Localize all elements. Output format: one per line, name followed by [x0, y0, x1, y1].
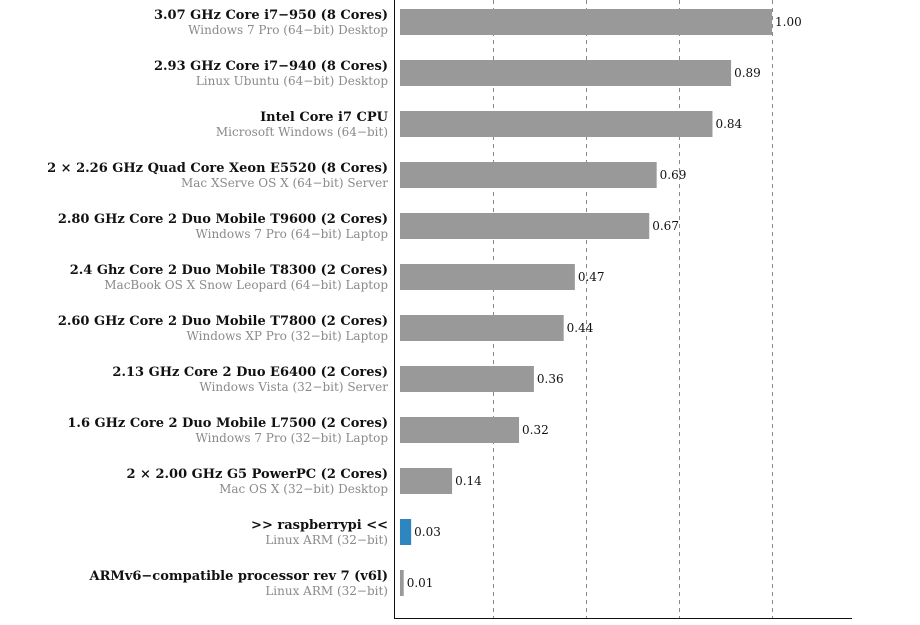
category-name-1: 2.93 GHz Core i7−940 (8 Cores) [154, 59, 388, 74]
value-label-4: 0.67 [652, 219, 679, 233]
value-label-10: 0.03 [414, 525, 441, 539]
value-label-5: 0.47 [578, 270, 605, 284]
bar-11 [400, 570, 404, 596]
bar-7 [400, 366, 534, 392]
axes [394, 0, 852, 619]
grid-lines [493, 0, 773, 618]
category-name-5: 2.4 Ghz Core 2 Duo Mobile T8300 (2 Cores… [70, 263, 388, 278]
bar-10 [400, 519, 412, 545]
value-label-9: 0.14 [455, 474, 482, 488]
bar-6 [400, 315, 564, 341]
category-subtitle-5: MacBook OS X Snow Leopard (64−bit) Lapto… [104, 278, 388, 292]
category-subtitle-3: Mac XServe OS X (64−bit) Server [181, 176, 388, 190]
category-name-10: >> raspberrypi << [251, 518, 388, 533]
bar-0 [400, 9, 772, 35]
category-name-7: 2.13 GHz Core 2 Duo E6400 (2 Cores) [112, 365, 388, 380]
value-label-0: 1.00 [775, 15, 802, 29]
bar-4 [400, 213, 650, 239]
bar-8 [400, 417, 520, 443]
category-subtitle-7: Windows Vista (32−bit) Server [199, 380, 388, 394]
bar-3 [400, 162, 657, 188]
category-name-6: 2.60 GHz Core 2 Duo Mobile T7800 (2 Core… [58, 314, 388, 329]
value-label-7: 0.36 [537, 372, 564, 386]
category-name-9: 2 × 2.00 GHz G5 PowerPC (2 Cores) [126, 467, 388, 482]
category-subtitle-8: Windows 7 Pro (32−bit) Laptop [195, 431, 388, 445]
category-subtitle-1: Linux Ubuntu (64−bit) Desktop [196, 74, 389, 88]
value-label-2: 0.84 [715, 117, 742, 131]
category-subtitle-9: Mac OS X (32−bit) Desktop [219, 482, 388, 496]
category-name-4: 2.80 GHz Core 2 Duo Mobile T9600 (2 Core… [58, 212, 388, 227]
category-subtitle-2: Microsoft Windows (64−bit) [216, 125, 388, 139]
bar-5 [400, 264, 575, 290]
category-labels: 3.07 GHz Core i7−950 (8 Cores)Windows 7 … [47, 8, 389, 598]
value-label-1: 0.89 [734, 66, 761, 80]
category-name-11: ARMv6−compatible processor rev 7 (v6l) [89, 569, 389, 584]
category-name-8: 1.6 GHz Core 2 Duo Mobile L7500 (2 Cores… [67, 416, 388, 431]
category-subtitle-10: Linux ARM (32−bit) [265, 533, 388, 547]
category-name-0: 3.07 GHz Core i7−950 (8 Cores) [154, 8, 388, 23]
category-subtitle-6: Windows XP Pro (32−bit) Laptop [187, 329, 389, 343]
value-label-6: 0.44 [567, 321, 594, 335]
bars [400, 9, 772, 596]
category-subtitle-4: Windows 7 Pro (64−bit) Laptop [195, 227, 388, 241]
value-label-8: 0.32 [522, 423, 549, 437]
value-labels: 1.00 0.89 0.84 0.69 0.67 0.47 0.44 0.36 0.32 0.14… [407, 15, 802, 590]
bar-2 [400, 111, 713, 137]
value-label-3: 0.69 [660, 168, 687, 182]
category-subtitle-11: Linux ARM (32−bit) [265, 584, 388, 598]
bar-9 [400, 468, 453, 494]
value-label-11: 0.01 [407, 576, 434, 590]
bar-1 [400, 60, 732, 86]
category-name-3: 2 × 2.26 GHz Quad Core Xeon E5520 (8 Cor… [47, 161, 388, 176]
category-name-2: Intel Core i7 CPU [260, 110, 389, 125]
category-subtitle-0: Windows 7 Pro (64−bit) Desktop [188, 23, 388, 37]
